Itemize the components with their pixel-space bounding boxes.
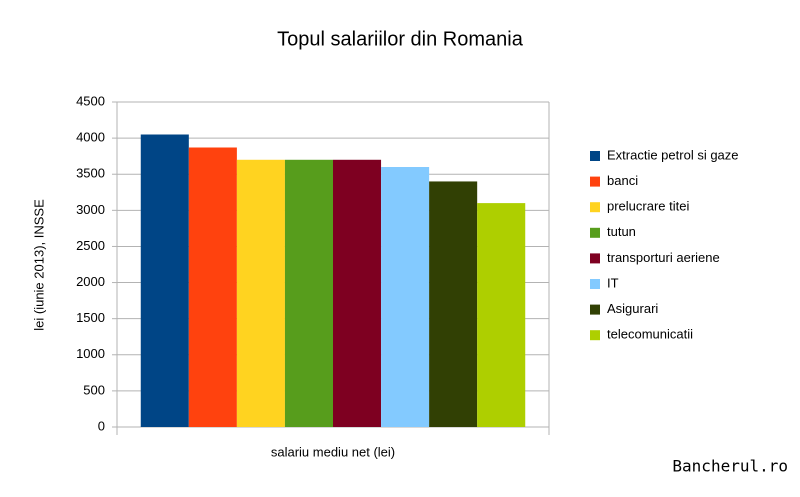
legend-swatch (590, 330, 600, 341)
legend-swatch (590, 202, 600, 213)
watermark: Bancherul.ro (672, 457, 788, 476)
y-axis-label: lei (iunie 2013), INSSE (31, 199, 46, 331)
y-tick-label: 4000 (76, 130, 105, 145)
legend-label: IT (607, 275, 619, 290)
bar (333, 159, 382, 427)
bar (284, 159, 333, 427)
bar (381, 167, 430, 427)
legend-label: prelucrare titei (607, 199, 689, 214)
bar (236, 159, 285, 427)
legend-swatch (590, 253, 600, 264)
legend-swatch (590, 279, 600, 289)
y-tick-label: 4500 (76, 93, 105, 108)
y-tick-label: 2000 (76, 274, 105, 289)
legend-label: tutun (607, 224, 636, 239)
y-tick-label: 500 (83, 382, 105, 397)
x-tick-label: salariu mediu net (lei) (271, 444, 395, 459)
y-tick-label: 2500 (76, 238, 105, 253)
bar (477, 203, 526, 427)
y-tick-label: 1000 (76, 346, 105, 361)
bar (429, 181, 478, 427)
legend-label: telecomunicatii (607, 327, 693, 342)
legend-label: Extractie petrol si gaze (607, 147, 739, 162)
chart-title: Topul salariilor din Romania (277, 28, 524, 50)
legend-label: banci (607, 173, 638, 188)
legend-swatch (590, 227, 600, 238)
bar (140, 134, 189, 427)
y-tick-label: 3500 (76, 166, 105, 181)
legend-label: Asigurari (607, 301, 658, 316)
legend-swatch (590, 151, 600, 161)
legend-swatch (590, 176, 600, 187)
y-tick-label: 3000 (76, 202, 105, 217)
legend-label: transporturi aeriene (607, 250, 720, 265)
bar (188, 147, 237, 427)
y-tick-label: 0 (98, 418, 105, 433)
y-tick-label: 1500 (76, 310, 105, 325)
legend-swatch (590, 304, 600, 315)
